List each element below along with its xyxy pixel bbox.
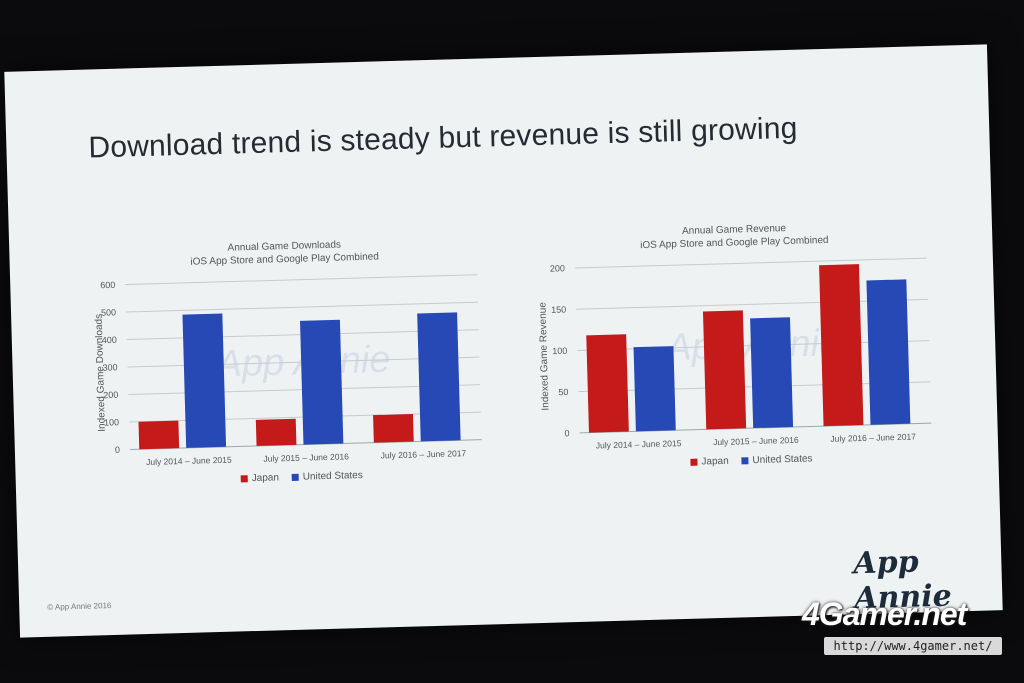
legend-item-united-states: United States bbox=[291, 469, 363, 483]
legend-label: United States bbox=[752, 453, 813, 467]
x-tick-label: July 2014 – June 2015 bbox=[596, 438, 682, 450]
legend-item-japan: Japan bbox=[690, 456, 729, 468]
bar-japan bbox=[586, 334, 629, 433]
x-tick-label: July 2016 – June 2017 bbox=[381, 448, 467, 460]
y-tick-label: 100 bbox=[104, 417, 119, 427]
x-tick-label: July 2014 – June 2015 bbox=[146, 455, 232, 467]
bar-united-states bbox=[750, 317, 794, 429]
gridline bbox=[574, 257, 927, 269]
bar-japan bbox=[819, 264, 864, 427]
bar-japan bbox=[373, 414, 414, 443]
y-tick-label: 150 bbox=[551, 304, 566, 314]
y-tick-label: 50 bbox=[558, 387, 568, 397]
bar-united-states bbox=[866, 279, 911, 425]
chart-legend: Japan United States bbox=[240, 469, 373, 485]
y-tick-label: 200 bbox=[550, 263, 565, 273]
x-tick-label: July 2016 – June 2017 bbox=[830, 432, 916, 444]
y-tick-label: 400 bbox=[102, 335, 117, 345]
legend-item-united-states: United States bbox=[741, 453, 813, 467]
legend-swatch-japan bbox=[690, 458, 698, 466]
y-tick-label: 300 bbox=[102, 362, 117, 372]
revenue-chart: Annual Game Revenue iOS App Store and Go… bbox=[534, 218, 941, 479]
bar-japan bbox=[255, 418, 297, 446]
y-tick-label: 600 bbox=[100, 280, 115, 290]
y-tick-label: 0 bbox=[564, 428, 569, 438]
y-tick-label: 200 bbox=[103, 390, 118, 400]
bar-united-states bbox=[182, 313, 227, 448]
slide-title: Download trend is steady but revenue is … bbox=[87, 111, 798, 165]
y-tick-label: 100 bbox=[552, 346, 567, 356]
bar-united-states bbox=[633, 346, 676, 432]
legend-label: Japan bbox=[251, 472, 280, 485]
x-tick-label: July 2015 – June 2016 bbox=[263, 451, 349, 463]
legend-swatch-japan bbox=[240, 475, 248, 483]
gridline bbox=[126, 301, 478, 313]
copyright-notice: © App Annie 2016 bbox=[47, 601, 112, 612]
site-url-watermark: http://www.4gamer.net/ bbox=[824, 637, 1002, 655]
downloads-chart: Annual Game Downloads iOS App Store and … bbox=[84, 235, 491, 496]
y-tick-label: 500 bbox=[101, 307, 116, 317]
legend-swatch-united-states bbox=[741, 457, 749, 465]
legend-label: Japan bbox=[701, 455, 729, 468]
legend-swatch-united-states bbox=[291, 473, 299, 481]
bar-united-states bbox=[417, 312, 461, 442]
site-watermark: 4Gamer.net bbox=[802, 596, 967, 632]
y-tick-label: 0 bbox=[115, 445, 120, 455]
bar-united-states bbox=[300, 319, 344, 445]
chart-legend: Japan United States bbox=[690, 453, 822, 468]
legend-label: United States bbox=[302, 469, 363, 483]
x-tick-label: July 2015 – June 2016 bbox=[713, 435, 799, 447]
legend-item-japan: Japan bbox=[240, 472, 280, 485]
presentation-slide: Download trend is steady but revenue is … bbox=[4, 44, 1003, 638]
gridline bbox=[125, 274, 478, 286]
bar-japan bbox=[138, 420, 180, 450]
bar-japan bbox=[702, 310, 747, 430]
